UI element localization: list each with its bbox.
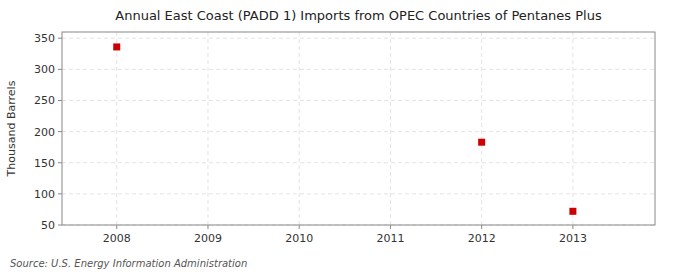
x-tick [116,225,117,229]
x-tick [390,225,391,229]
x-grid-line [390,32,391,225]
y-tick [58,225,62,226]
x-tick [481,225,482,229]
x-tick-label: 2013 [559,232,587,245]
y-axis: 50 100 150 200 250 300 350 [34,32,62,232]
y-tick-label: 200 [34,126,55,139]
y-grid-line [62,193,655,194]
y-tick [58,131,62,132]
title: Annual East Coast (PADD 1) Imports from … [115,8,602,23]
x-tick [299,225,300,229]
y-tick-label: 250 [34,94,55,107]
x-tick-label: 2009 [194,232,222,245]
x-tick-label: 2008 [103,232,131,245]
grid [62,32,655,225]
x-grid-line [572,32,573,225]
y-tick-label: 300 [34,63,55,76]
y-grid-line [62,162,655,163]
y-grid-line [62,131,655,132]
x-grid-line [116,32,117,225]
x-tick [207,225,208,229]
x-tick-label: 2012 [468,232,496,245]
y-grid-line [62,69,655,70]
x-grid-line [207,32,208,225]
x-tick-label: 2011 [376,232,404,245]
y-axis-label: Thousand Barrels [5,80,18,177]
y-tick-label: 150 [34,157,55,170]
point [113,43,120,50]
y-tick-label: 100 [34,188,55,201]
y-grid-line [62,100,655,101]
y-tick-label: 50 [41,219,55,232]
chart-container: 50 100 150 200 250 300 350 2008 2009 2010 2011 2012… [0,0,675,275]
y-tick [58,193,62,194]
source-note: Source: U.S. Energy Information Administ… [10,258,247,269]
x-tick [572,225,573,229]
point [478,139,485,146]
y-tick [58,162,62,163]
x-grid-line [481,32,482,225]
y-tick-label: 350 [34,32,55,45]
x-tick-label: 2010 [285,232,313,245]
x-axis: 2008 2009 2010 2011 2012 2013 [103,225,587,245]
x-grid-line [299,32,300,225]
plot-frame [62,32,655,225]
y-grid-line [62,38,655,39]
y-tick [58,69,62,70]
y-tick [58,100,62,101]
points [113,43,576,214]
chart-svg: 50 100 150 200 250 300 350 2008 2009 2010 2011 2012… [0,0,675,275]
point [569,208,576,215]
y-tick [58,38,62,39]
